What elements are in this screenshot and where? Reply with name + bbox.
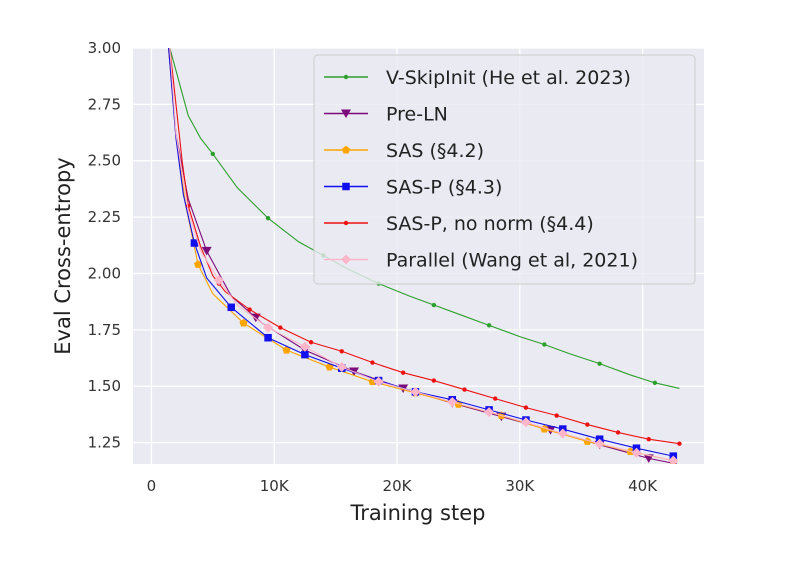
data-point: [585, 422, 590, 427]
data-point: [210, 151, 216, 157]
data-point: [597, 361, 602, 366]
series-line: [169, 48, 674, 462]
data-point: [263, 322, 274, 333]
y-axis-title: Eval Cross-entropy: [51, 157, 75, 354]
x-tick-label: 0: [147, 477, 157, 495]
legend-label: SAS (§4.2): [386, 140, 484, 162]
legend-entry: Parallel (Wang et al, 2021): [324, 250, 638, 272]
y-axis-ticks: 1.25 1.50 1.75 2.00 2.25 2.50 2.75 3.00: [88, 39, 121, 452]
data-point: [308, 340, 314, 345]
y-tick-label: 1.25: [88, 434, 121, 452]
data-point: [486, 323, 492, 328]
data-point: [410, 386, 421, 397]
data-point: [542, 342, 547, 347]
y-tick-label: 2.75: [88, 95, 121, 113]
legend-marker: [343, 220, 349, 226]
data-point: [493, 396, 498, 401]
legend-marker: [342, 182, 350, 191]
data-point: [278, 325, 283, 330]
legend-entry: Pre-LN: [324, 104, 448, 126]
data-point: [462, 387, 467, 392]
data-point: [447, 396, 458, 407]
data-point: [583, 437, 592, 445]
legend-marker: [341, 254, 351, 265]
data-point: [557, 428, 568, 439]
data-point: [668, 455, 679, 464]
data-point: [213, 275, 224, 286]
x-axis-ticks: 0 10K 20K 30K 40K: [147, 477, 659, 495]
series-line: [169, 48, 680, 445]
data-point: [520, 417, 531, 428]
y-tick-label: 2.25: [88, 208, 121, 226]
data-point: [554, 413, 559, 418]
data-point: [631, 447, 642, 458]
legend-marker: [341, 145, 351, 154]
legend-label: SAS-P, no norm (§4.4): [386, 213, 594, 235]
legend-entry: SAS-P (§4.3): [324, 177, 502, 199]
data-point: [431, 302, 437, 308]
data-point: [247, 307, 252, 312]
series-5: [169, 48, 679, 464]
x-axis-title: Training step: [350, 501, 486, 525]
legend-entry: SAS (§4.2): [324, 140, 484, 162]
legend-label: SAS-P (§4.3): [386, 177, 502, 199]
y-tick-label: 3.00: [88, 39, 121, 57]
data-point: [431, 378, 437, 383]
data-point: [194, 260, 203, 268]
data-point: [594, 438, 605, 449]
x-tick-label: 20K: [383, 477, 413, 495]
data-point: [301, 350, 309, 359]
data-point: [540, 424, 549, 433]
data-point: [282, 345, 291, 354]
legend-marker: [341, 109, 351, 118]
x-tick-label: 40K: [628, 477, 658, 495]
y-tick-label: 1.50: [88, 377, 121, 395]
x-tick-label: 30K: [505, 477, 535, 495]
data-point: [299, 341, 310, 352]
data-point: [615, 430, 621, 435]
data-point: [400, 370, 406, 375]
data-point: [646, 436, 651, 442]
data-point: [264, 333, 272, 342]
data-point: [336, 362, 347, 373]
legend-label: Parallel (Wang et al, 2021): [386, 250, 638, 272]
legend-entry: V-SkipInit (He et al. 2023): [324, 67, 631, 89]
legend: V-SkipInit (He et al. 2023) Pre-LN SAS (§4…: [313, 54, 696, 285]
data-point: [201, 246, 212, 256]
data-point: [239, 318, 248, 327]
data-point: [370, 360, 375, 365]
y-tick-label: 2.50: [88, 152, 121, 170]
y-tick-label: 1.75: [88, 321, 121, 339]
legend-box: [313, 54, 696, 285]
data-point: [373, 376, 384, 387]
data-point: [227, 303, 235, 312]
legend-marker: [343, 74, 349, 80]
data-point: [190, 239, 199, 247]
data-point: [484, 407, 495, 418]
data-point: [339, 349, 344, 354]
data-point: [652, 380, 658, 386]
data-point: [523, 405, 529, 410]
legend-entry: SAS-P, no norm (§4.4): [324, 213, 594, 235]
series-line: [169, 48, 680, 390]
series-4: [169, 48, 682, 446]
legend-label: V-SkipInit (He et al. 2023): [386, 67, 631, 89]
data-point: [265, 216, 271, 221]
x-tick-label: 10K: [260, 477, 290, 495]
y-tick-label: 2.00: [88, 264, 121, 282]
data-point: [677, 441, 682, 446]
legend-label: Pre-LN: [386, 104, 448, 126]
